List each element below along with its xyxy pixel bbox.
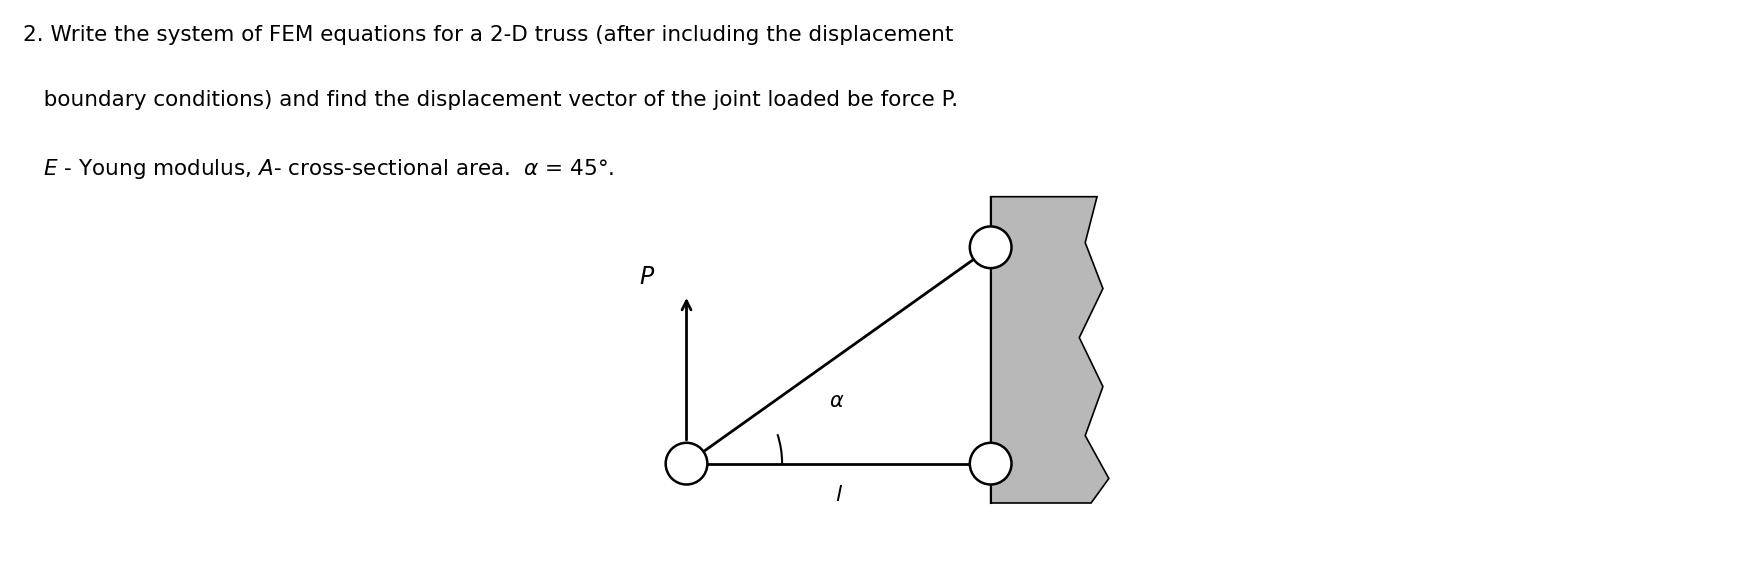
Ellipse shape [666,443,707,484]
Text: $\mathit{E}$ - Young modulus, $\mathit{A}$- cross-sectional area.  $\alpha$ = 45: $\mathit{E}$ - Young modulus, $\mathit{A… [23,157,614,182]
Ellipse shape [970,443,1012,484]
Polygon shape [991,197,1109,503]
Text: $\mathit{P}$: $\mathit{P}$ [640,265,655,289]
Text: boundary conditions) and find the displacement vector of the joint loaded be for: boundary conditions) and find the displa… [23,90,958,110]
Text: $\mathit{l}$: $\mathit{l}$ [834,484,843,505]
Text: 2. Write the system of FEM equations for a 2-D truss (after including the displa: 2. Write the system of FEM equations for… [23,25,952,46]
Ellipse shape [970,226,1012,268]
Text: $\mathit{\alpha}$: $\mathit{\alpha}$ [829,392,845,411]
